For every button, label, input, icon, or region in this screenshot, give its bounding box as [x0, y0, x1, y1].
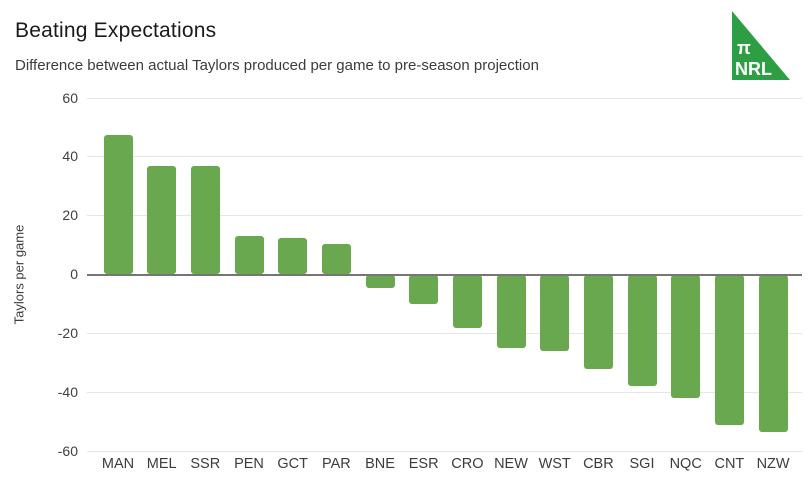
bar-ssr	[190, 165, 220, 275]
logo-pi-text: π	[737, 38, 751, 58]
bar-mel	[147, 165, 177, 275]
gridline	[87, 450, 802, 452]
gridline	[87, 332, 802, 334]
page-subtitle: Difference between actual Taylors produc…	[15, 57, 539, 74]
bar-wst	[540, 274, 570, 351]
logo-nrl-text: NRL	[735, 59, 772, 79]
bar-bne	[365, 274, 395, 288]
gridline	[87, 215, 802, 217]
bar-gct	[278, 237, 308, 275]
pi-nrl-logo: π NRL	[732, 11, 790, 80]
x-tick-label: CNT	[714, 456, 745, 472]
bar-new	[496, 274, 526, 348]
x-tick-label: BNE	[365, 456, 395, 472]
gridline	[87, 156, 802, 158]
x-tick-label: SGI	[629, 456, 655, 472]
bar-cro	[452, 274, 482, 328]
y-tick-label: -60	[57, 442, 78, 459]
y-tick-label: 40	[62, 148, 78, 165]
y-tick-label: 0	[70, 266, 78, 282]
x-tick-label: MAN	[101, 456, 135, 472]
y-tick-label: -40	[57, 383, 78, 400]
bar-cnt	[714, 274, 744, 425]
bar-man	[103, 134, 133, 275]
x-tick-label: SSR	[190, 456, 221, 472]
x-tick-label: GCT	[277, 456, 308, 472]
y-tick-label: 60	[62, 89, 78, 106]
bar-nzw	[758, 274, 788, 432]
bar-cbr	[583, 274, 613, 369]
x-tick-label: NQC	[669, 456, 702, 472]
y-tick-label: -20	[57, 324, 78, 341]
page-title: Beating Expectations	[15, 19, 217, 42]
bar-esr	[409, 274, 439, 304]
bar-nqc	[671, 274, 701, 399]
y-tick-label: 20	[62, 207, 78, 224]
x-tick-label: PEN	[234, 456, 264, 472]
x-tick-label: CRO	[451, 456, 484, 472]
y-axis-title: Taylors per game	[11, 224, 27, 325]
x-tick-label: NEW	[494, 456, 528, 472]
x-tick-label: CBR	[583, 456, 614, 472]
bar-par	[321, 243, 351, 275]
x-tick-label: PAR	[322, 456, 351, 472]
bar-pen	[234, 236, 264, 275]
zero-axis-line	[87, 273, 802, 276]
logo-triangle-icon	[732, 11, 790, 80]
gridline	[87, 97, 802, 99]
x-tick-label: ESR	[408, 456, 439, 472]
x-tick-label: MEL	[146, 456, 177, 472]
x-tick-label: NZW	[756, 456, 790, 472]
bar-sgi	[627, 274, 657, 387]
x-tick-label: WST	[538, 456, 571, 472]
gridline	[87, 391, 802, 393]
